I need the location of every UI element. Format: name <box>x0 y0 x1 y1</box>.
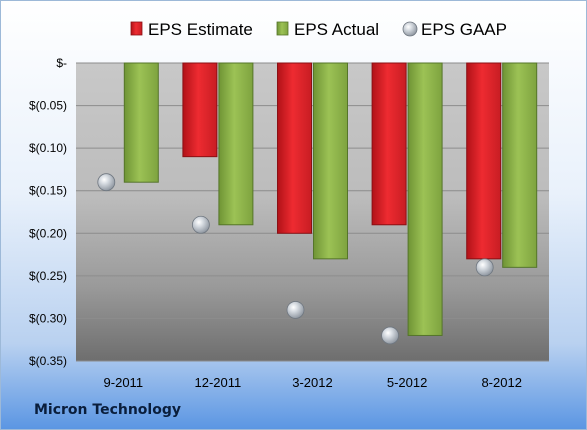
eps-actual-bar <box>123 62 159 183</box>
eps-actual-bar <box>313 62 348 260</box>
eps-gaap-point <box>286 301 305 319</box>
company-name: Micron Technology <box>34 402 181 418</box>
y-tick-label: $(0.35) <box>29 354 67 368</box>
eps-gaap-point <box>475 258 494 277</box>
eps-gaap-point <box>97 173 116 192</box>
y-tick-label: $(0.30) <box>29 311 67 325</box>
x-category-label: 12-2011 <box>195 375 242 390</box>
y-tick-label: $(0.15) <box>29 184 67 198</box>
x-category-label: 3-2012 <box>292 375 332 390</box>
gaap-points <box>97 173 494 345</box>
legend-label: EPS Actual <box>294 20 379 39</box>
legend-label: EPS Estimate <box>148 20 253 39</box>
y-tick-label: $(0.10) <box>29 141 67 155</box>
y-tick-label: $(0.25) <box>29 269 67 283</box>
y-tick-label: $- <box>56 56 67 70</box>
eps-estimate-bar <box>182 62 218 158</box>
eps-estimate-bar <box>466 62 502 260</box>
y-tick-label: $(0.20) <box>29 226 67 240</box>
eps-actual-bar <box>218 62 254 226</box>
x-category-label: 9-2011 <box>104 375 144 390</box>
x-category-label: 5-2012 <box>387 375 427 390</box>
x-category-label: 8-2012 <box>481 375 521 390</box>
legend: EPS Estimate EPS Actual EPS GAAP <box>130 20 507 39</box>
legend-swatch-gaap <box>402 21 418 37</box>
legend-label: EPS GAAP <box>421 20 507 39</box>
eps-actual-bar <box>407 62 443 336</box>
eps-actual-bar <box>502 62 538 268</box>
eps-estimate-bar <box>277 62 312 234</box>
eps-estimate-bar <box>371 62 407 226</box>
y-axis-ticks: $- $(0.05) $(0.10) $(0.15) $(0.20) $(0.25) $(0… <box>29 56 67 368</box>
x-axis-categories: 9-2011 12-2011 3-2012 5-2012 8-2012 <box>104 375 522 390</box>
eps-gaap-point <box>381 326 400 345</box>
legend-swatch-actual <box>276 21 289 36</box>
bar-series <box>123 62 538 336</box>
eps-gaap-point <box>191 215 210 234</box>
y-tick-label: $(0.05) <box>29 99 67 113</box>
legend-swatch-estimate <box>130 21 143 36</box>
